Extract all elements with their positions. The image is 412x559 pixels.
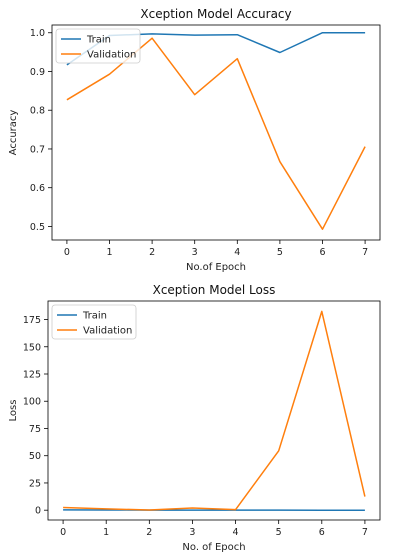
x-tick-label: 0 [64, 247, 70, 258]
y-tick-label: 0 [35, 506, 41, 517]
legend-label-validation: Validation [83, 326, 132, 337]
series-line-validation [66, 37, 366, 230]
y-axis-label: Loss [8, 400, 19, 422]
y-tick-label: 75 [29, 424, 41, 435]
y-tick-label: 175 [23, 315, 41, 326]
x-tick-label: 6 [319, 527, 325, 538]
x-tick-label: 5 [277, 247, 283, 258]
x-tick-label: 7 [362, 527, 368, 538]
x-tick-label: 7 [362, 247, 368, 258]
loss-chart: 0 1 2 3 4 5 6 7 0 25 50 75 100 125 150 175 Xception Mode… [8, 283, 381, 553]
x-tick-label: 4 [234, 247, 240, 258]
y-tick-label: 1.0 [30, 28, 45, 39]
x-tick-label: 2 [149, 247, 155, 258]
y-tick-label: 150 [23, 342, 41, 353]
y-tick-label: 0.9 [30, 67, 45, 78]
y-tick-label: 50 [29, 451, 41, 462]
legend-label-validation: Validation [87, 50, 136, 61]
y-tick-label: 0.6 [30, 183, 45, 194]
x-tick-label: 6 [319, 247, 325, 258]
legend-label-train: Train [86, 35, 111, 46]
x-tick-label: 4 [233, 527, 239, 538]
y-tick-label: 0.5 [30, 222, 45, 233]
series-line-validation [63, 310, 366, 511]
y-tick-label: 100 [23, 397, 41, 408]
x-axis-label: No.of Epoch [186, 262, 246, 273]
x-axis-label: No. of Epoch [182, 542, 245, 553]
y-axis-label: Accuracy [8, 110, 19, 156]
x-tick-label: 1 [106, 247, 112, 258]
x-tick-label: 1 [103, 527, 109, 538]
x-tick-label: 5 [276, 527, 282, 538]
chart-title: Xception Model Loss [153, 283, 276, 297]
plot-frame [47, 300, 381, 521]
y-tick-label: 125 [23, 370, 41, 381]
y-tick-label: 25 [29, 478, 41, 489]
accuracy-chart: 0 1 2 3 4 5 6 7 0.5 0.6 0.7 0.8 0.9 1.0 Xception Model… [8, 7, 381, 273]
plot-frame [51, 24, 381, 241]
x-tick-label: 3 [192, 247, 198, 258]
chart-title: Xception Model Accuracy [140, 7, 291, 21]
x-tick-label: 0 [60, 527, 66, 538]
legend-label-train: Train [82, 311, 107, 322]
y-tick-label: 0.7 [30, 144, 45, 155]
x-tick-label: 3 [189, 527, 195, 538]
x-tick-label: 2 [146, 527, 152, 538]
y-tick-label: 0.8 [30, 106, 45, 117]
